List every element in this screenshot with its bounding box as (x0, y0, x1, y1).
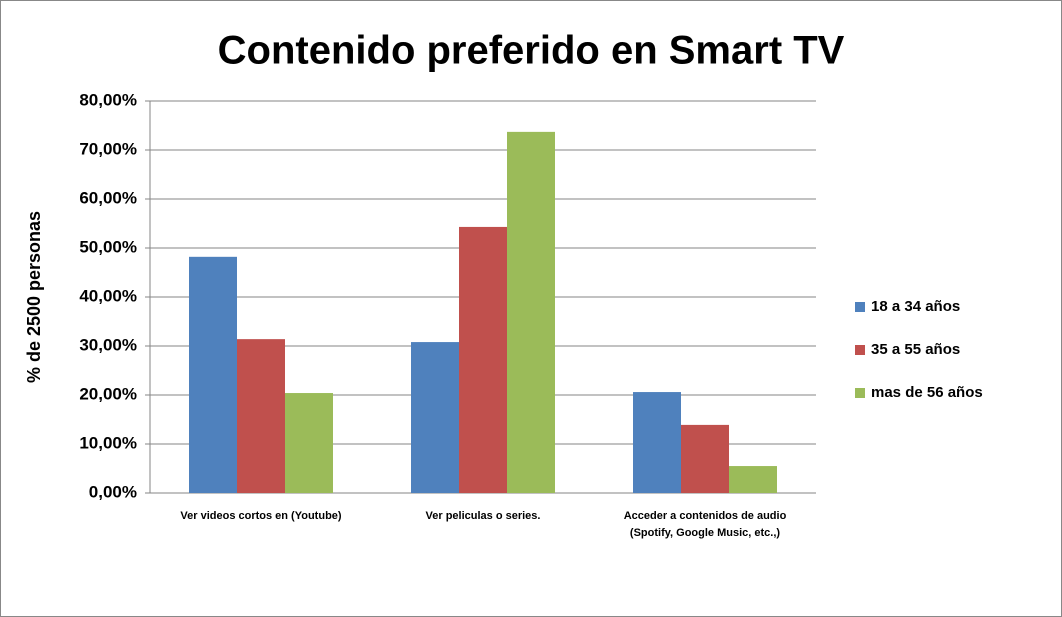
legend-swatch (855, 388, 865, 398)
x-tick-label: Ver videos cortos en (Youtube) (180, 510, 342, 522)
bar (189, 256, 237, 493)
bar (681, 424, 729, 493)
y-axis-label: % de 2500 personas (24, 211, 44, 383)
y-tick-label: 10,00% (79, 433, 137, 452)
bar (729, 466, 777, 493)
bar (459, 226, 507, 493)
x-tick-label: Ver peliculas o series. (425, 510, 541, 522)
y-tick-label: 80,00% (79, 90, 137, 109)
x-tick-label: Acceder a contenidos de audio (Spotify, … (623, 510, 787, 539)
legend-swatch (855, 345, 865, 355)
y-tick-label: 30,00% (79, 335, 137, 354)
y-tick-label: 70,00% (79, 139, 137, 158)
bar (237, 339, 285, 493)
chart-title: Contenido preferido en Smart TV (218, 29, 845, 73)
legend-label: mas de 56 años (871, 384, 983, 401)
y-tick-label: 40,00% (79, 286, 137, 305)
legend-swatch (855, 302, 865, 312)
legend-label: 18 a 34 años (871, 298, 960, 315)
bar (633, 392, 681, 493)
legend-label: 35 a 55 años (871, 341, 960, 358)
y-tick-label: 60,00% (79, 188, 137, 207)
y-tick-label: 50,00% (79, 237, 137, 256)
bar (411, 342, 459, 493)
bar (507, 131, 555, 493)
y-tick-label: 0,00% (89, 482, 137, 501)
bar (285, 393, 333, 493)
y-tick-label: 20,00% (79, 384, 137, 403)
